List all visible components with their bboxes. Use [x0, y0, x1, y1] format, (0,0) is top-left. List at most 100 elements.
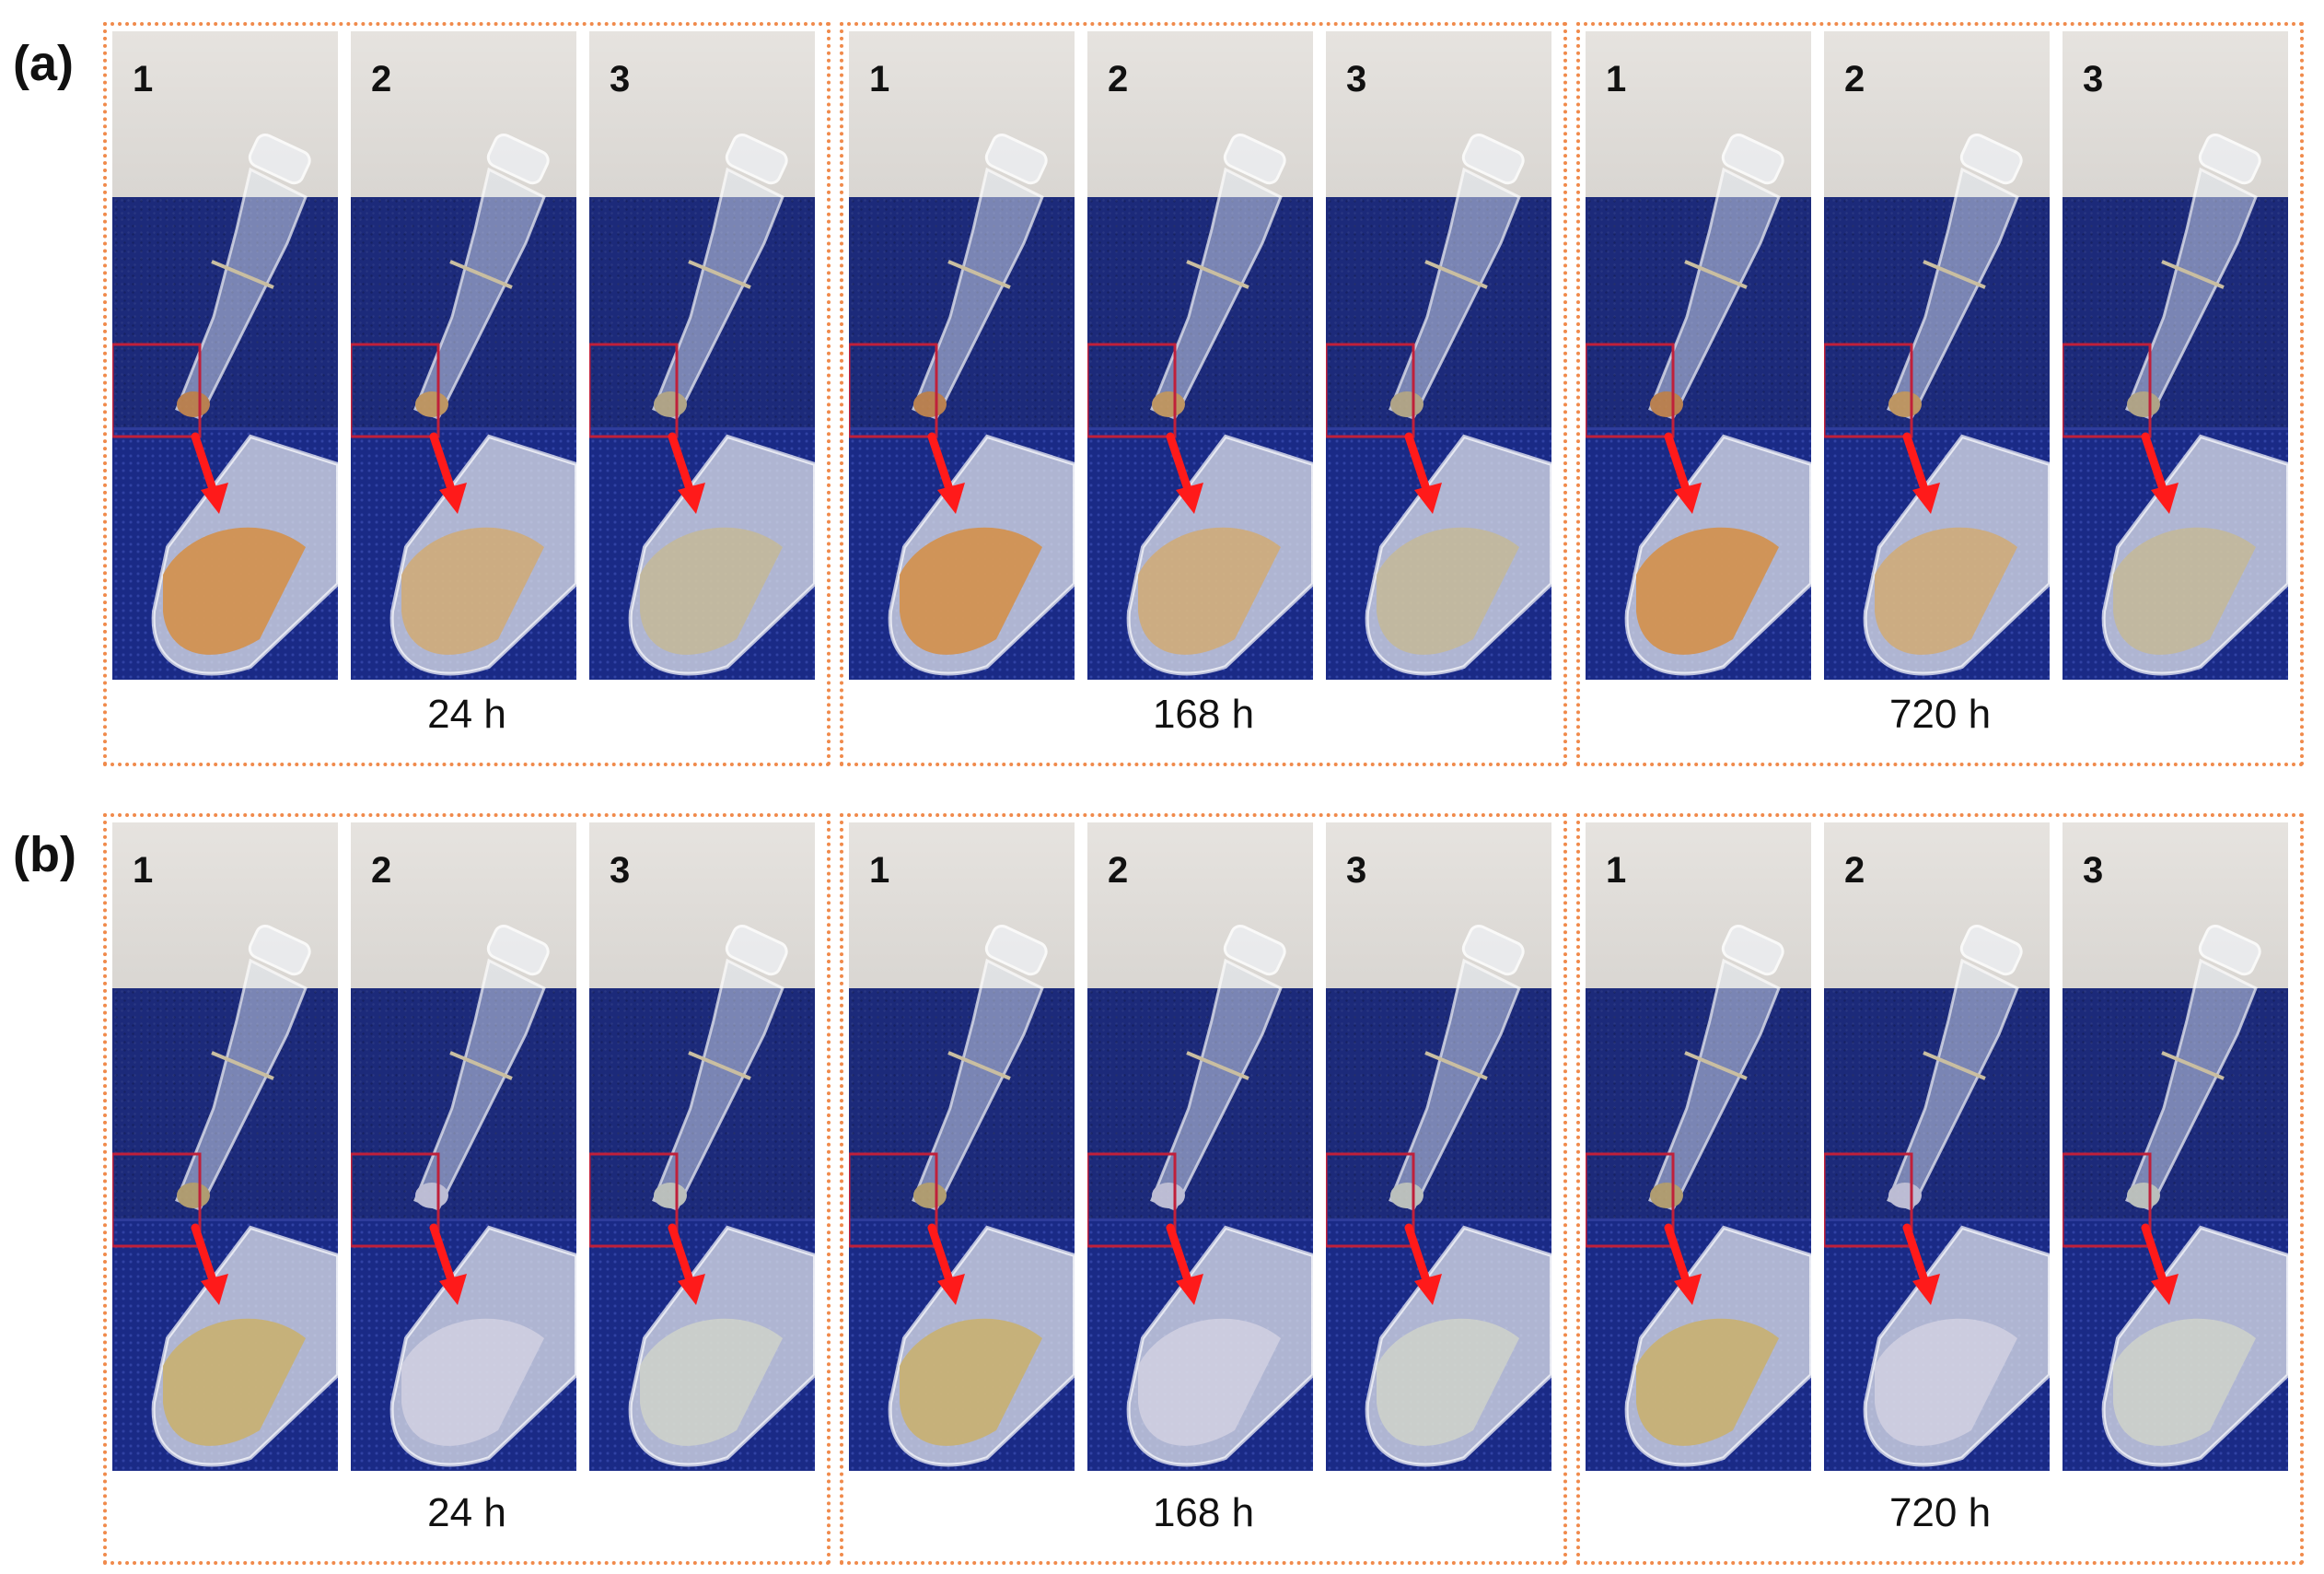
- tube-photo: [589, 924, 815, 1467]
- time-label: 24 h: [427, 1490, 506, 1535]
- inset-box: [1087, 343, 1177, 438]
- tube-number: 2: [1108, 850, 1129, 891]
- zoom-tube: [1365, 1225, 1551, 1467]
- zoom-tube: [1126, 434, 1313, 676]
- zoom-tube: [1863, 1225, 2050, 1467]
- tube-panel: 2: [351, 822, 576, 1471]
- microtube: [2125, 924, 2261, 1211]
- microtube: [1648, 924, 1784, 1211]
- microtube: [1389, 924, 1525, 1211]
- tube-photo: [2063, 133, 2288, 676]
- microtube: [1887, 924, 2023, 1211]
- inset-box: [1326, 1152, 1415, 1248]
- tube-panel: 1: [1586, 822, 1811, 1471]
- red-arrow: [1902, 432, 1940, 514]
- inset-box: [849, 1152, 938, 1248]
- inset-box: [2063, 1152, 2152, 1248]
- inset-box: [1824, 343, 1913, 438]
- microtube: [1389, 133, 1525, 420]
- tube-panel: 2: [1824, 822, 2050, 1471]
- tube-panel: 1: [849, 822, 1075, 1471]
- figure-row-b: (b) 1 2: [0, 791, 2324, 1574]
- inset-box: [589, 1152, 679, 1248]
- tube-number: 3: [610, 59, 631, 99]
- time-group: 1 2 3 24 h: [103, 813, 831, 1565]
- zoom-tube: [628, 1225, 815, 1467]
- tube-photo: [1087, 924, 1313, 1467]
- tube-number: 1: [133, 59, 154, 99]
- tube-photo: [1326, 133, 1551, 676]
- tube-photo: [1326, 924, 1551, 1467]
- red-arrow: [1902, 1223, 1940, 1305]
- zoom-tube: [151, 1225, 338, 1467]
- inset-box: [1824, 1152, 1913, 1248]
- tube-number: 2: [371, 850, 392, 891]
- tube-number: 1: [869, 59, 890, 99]
- tube-panel: 3: [1326, 31, 1551, 680]
- zoom-tube: [888, 434, 1075, 676]
- red-arrow: [191, 432, 228, 514]
- tube-photo: [849, 924, 1075, 1467]
- microtube: [413, 924, 550, 1211]
- tube-number: 2: [1844, 850, 1865, 891]
- tube-number: 1: [1606, 850, 1627, 891]
- zoom-tube: [888, 1225, 1075, 1467]
- inset-box: [112, 1152, 202, 1248]
- inset-box: [1087, 1152, 1177, 1248]
- red-arrow: [429, 432, 467, 514]
- tube-panel: 1: [112, 31, 338, 680]
- microtube: [912, 924, 1048, 1211]
- red-arrow: [927, 432, 965, 514]
- red-arrow: [668, 1223, 705, 1305]
- tube-panel: 2: [351, 31, 576, 680]
- zoom-tube: [1624, 434, 1811, 676]
- microtube: [175, 924, 311, 1211]
- time-group: 1 2 3 168 h: [840, 22, 1567, 766]
- inset-box: [1586, 343, 1675, 438]
- red-arrow: [2141, 1223, 2179, 1305]
- tube-panel: 3: [1326, 822, 1551, 1471]
- microtube: [652, 924, 788, 1211]
- row-label: (b): [13, 827, 76, 882]
- time-label: 720 h: [1888, 1490, 1992, 1535]
- inset-box: [351, 1152, 440, 1248]
- microtube: [912, 133, 1048, 420]
- tube-number: 1: [869, 850, 890, 891]
- tube-photo: [112, 924, 338, 1467]
- zoom-tube: [628, 434, 815, 676]
- tube-photo: [1087, 133, 1313, 676]
- tube-number: 3: [2083, 59, 2104, 99]
- tube-number: 2: [1108, 59, 1129, 99]
- microtube: [2125, 133, 2261, 420]
- red-arrow: [2141, 432, 2179, 514]
- microtube: [1150, 924, 1286, 1211]
- red-arrow: [1404, 1223, 1442, 1305]
- tube-number: 1: [133, 850, 154, 891]
- red-arrow: [1166, 432, 1203, 514]
- microtube: [1648, 133, 1784, 420]
- inset-box: [849, 343, 938, 438]
- tube-photo: [1586, 924, 1811, 1467]
- tube-photo: [1586, 133, 1811, 676]
- tube-panel: 2: [1087, 31, 1313, 680]
- red-arrow: [668, 432, 705, 514]
- inset-box: [589, 343, 679, 438]
- time-group: 1 2 3 24 h: [103, 22, 831, 766]
- tube-photo: [849, 133, 1075, 676]
- tube-photo: [351, 924, 576, 1467]
- tube-panel: 1: [112, 822, 338, 1471]
- red-arrow: [1664, 432, 1702, 514]
- tube-photo: [1824, 133, 2050, 676]
- tube-number: 3: [1346, 850, 1367, 891]
- row-label: (a): [13, 36, 74, 91]
- tube-panel: 2: [1087, 822, 1313, 1471]
- microtube: [1887, 133, 2023, 420]
- time-label: 720 h: [1888, 692, 1992, 737]
- red-arrow: [191, 1223, 228, 1305]
- tube-photo: [1824, 924, 2050, 1467]
- red-arrow: [429, 1223, 467, 1305]
- inset-box: [1586, 1152, 1675, 1248]
- red-arrow: [927, 1223, 965, 1305]
- red-arrow: [1664, 1223, 1702, 1305]
- zoom-tube: [2101, 1225, 2288, 1467]
